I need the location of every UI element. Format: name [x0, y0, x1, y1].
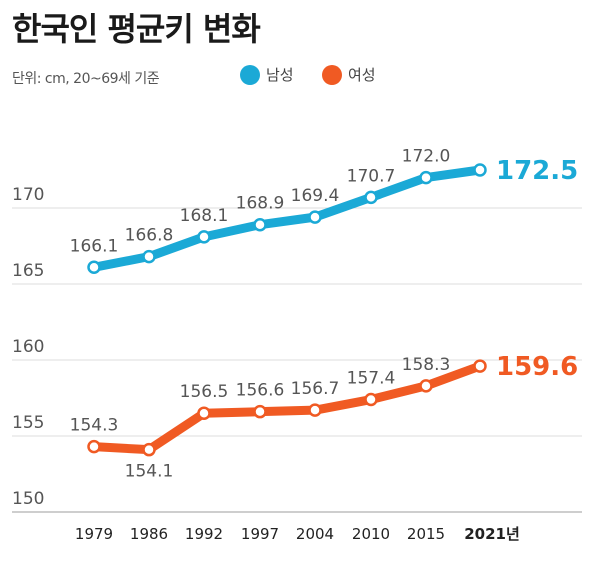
x-tick-label: 1979 [75, 525, 113, 543]
data-label-female: 157.4 [347, 369, 396, 389]
data-label-male: 166.1 [70, 236, 119, 256]
data-label-male: 170.7 [347, 166, 396, 186]
unit-note: 단위: cm, 20~69세 기준 [12, 71, 160, 87]
data-label-male: 166.8 [125, 226, 174, 246]
x-tick-label: 1997 [241, 525, 279, 543]
series-line-female [89, 361, 485, 455]
x-tick-label: 1986 [130, 525, 168, 543]
data-point-female [87, 439, 101, 454]
data-label-female: 156.5 [180, 382, 229, 402]
x-tick-label: 2015 [407, 525, 445, 543]
data-label-female: 154.3 [70, 416, 119, 436]
data-point-female [473, 359, 487, 373]
data-point-female [419, 379, 433, 393]
data-label-female: 158.3 [402, 355, 451, 375]
data-point-male [253, 217, 267, 232]
data-point-female [308, 403, 322, 417]
y-tick-label: 160 [12, 337, 44, 357]
data-label-male: 168.1 [180, 206, 229, 226]
data-point-female [364, 392, 378, 407]
y-tick-label: 170 [12, 185, 44, 205]
data-label-male: 172.0 [402, 147, 451, 167]
x-tick-label: 2021년 [464, 525, 520, 543]
x-tick-label: 2010 [352, 525, 390, 543]
x-tick-label: 2004 [296, 525, 334, 543]
data-label-female: 156.7 [291, 379, 340, 399]
legend-female-label: 여성 [348, 66, 376, 84]
data-point-female [142, 442, 156, 457]
data-point-male [87, 260, 101, 275]
data-label-male: 168.9 [236, 194, 285, 214]
data-label-female: 154.1 [125, 462, 174, 482]
data-point-female [253, 404, 267, 419]
data-point-male [364, 190, 378, 205]
data-label-female: 156.6 [236, 381, 285, 401]
legend-male-label: 남성 [266, 66, 294, 84]
legend-female-swatch [322, 64, 342, 85]
data-point-male [197, 230, 211, 244]
data-label-male: 172.5 [496, 156, 578, 186]
data-label-female: 159.6 [496, 352, 578, 382]
series-line-male [89, 165, 485, 272]
legend-female: 여성 [322, 64, 376, 85]
x-tick-label: 1992 [185, 525, 223, 543]
legend-male-swatch [240, 64, 260, 85]
legend-male: 남성 [240, 64, 294, 85]
y-tick-label: 150 [12, 489, 44, 509]
data-point-male [142, 249, 156, 264]
data-label-male: 169.4 [291, 186, 340, 206]
y-tick-label: 165 [12, 261, 44, 281]
data-point-male [473, 163, 487, 177]
data-point-female [197, 406, 211, 420]
data-point-male [419, 170, 433, 185]
data-point-male [308, 210, 322, 224]
y-tick-label: 155 [12, 413, 44, 433]
chart-title: 한국인 평균키 변화 [12, 10, 261, 48]
